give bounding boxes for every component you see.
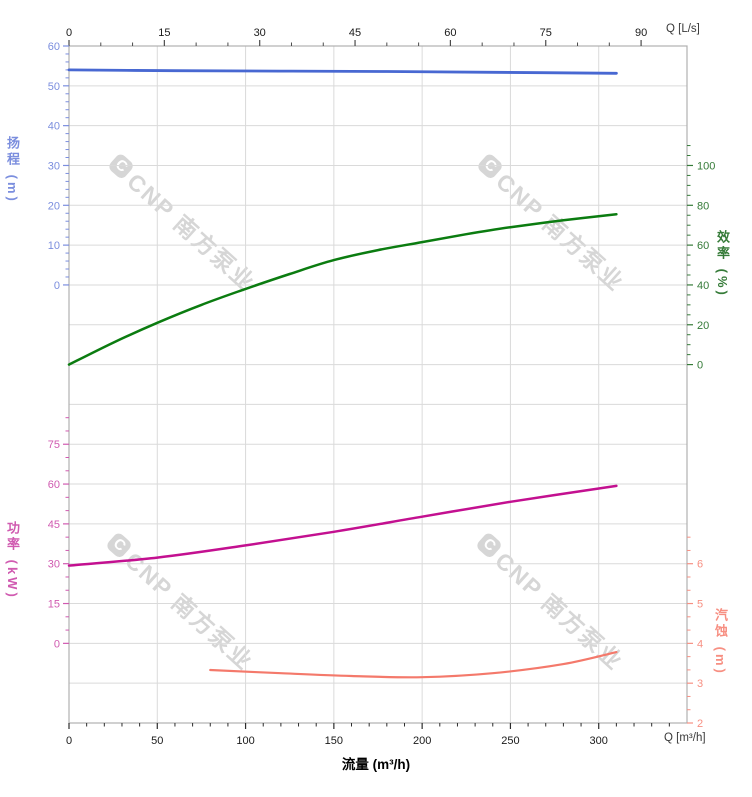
svg-text:2: 2 — [697, 718, 703, 730]
svg-text:75: 75 — [48, 439, 60, 451]
head-axis-title: 扬程 (m) — [5, 136, 20, 204]
efficiency-axis-title: 效率 (%) — [715, 230, 730, 298]
svg-text:30: 30 — [48, 559, 60, 571]
svg-text:300: 300 — [590, 735, 608, 747]
svg-text:15: 15 — [158, 27, 170, 39]
top-axis: 0 15 30 45 60 75 90 — [66, 27, 647, 46]
svg-text:90: 90 — [635, 27, 647, 39]
svg-text:250: 250 — [501, 735, 519, 747]
gridlines — [68, 45, 688, 724]
power-axis: 0 15 30 45 60 75 — [48, 417, 69, 650]
svg-text:0: 0 — [66, 27, 72, 39]
svg-text:60: 60 — [444, 27, 456, 39]
svg-text:100: 100 — [697, 160, 715, 172]
npsh-axis-title: 汽蚀 (m) — [713, 608, 728, 676]
svg-text:30: 30 — [254, 27, 266, 39]
curve-power — [67, 484, 618, 567]
svg-text:3: 3 — [697, 678, 703, 690]
svg-text:60: 60 — [697, 240, 709, 252]
svg-text:200: 200 — [413, 735, 431, 747]
svg-text:75: 75 — [540, 27, 552, 39]
svg-text:50: 50 — [48, 81, 60, 93]
power-axis-title: 功率 (kW) — [5, 521, 20, 600]
svg-text:6: 6 — [697, 559, 703, 571]
svg-text:100: 100 — [236, 735, 254, 747]
bottom-axis-unit-label: Q [m³/h] — [664, 732, 706, 744]
efficiency-axis: 0 20 40 60 80 100 — [687, 145, 715, 372]
svg-text:60: 60 — [48, 479, 60, 491]
svg-text:45: 45 — [349, 27, 361, 39]
top-axis-unit-label: Q [L/s] — [666, 23, 700, 35]
svg-text:45: 45 — [48, 519, 60, 531]
head-axis: 0 10 20 30 40 50 60 — [48, 41, 69, 292]
svg-text:60: 60 — [48, 41, 60, 53]
svg-text:0: 0 — [54, 280, 60, 292]
curve-npsh — [209, 651, 618, 679]
curve-efficiency — [67, 213, 618, 366]
svg-text:20: 20 — [48, 200, 60, 212]
npsh-axis: 2 3 4 5 6 — [687, 536, 703, 730]
svg-text:10: 10 — [48, 240, 60, 252]
svg-text:15: 15 — [48, 599, 60, 611]
flow-axis-title: 流量 (m³/h) — [341, 757, 411, 772]
bottom-axis: 0 50 100 150 200 250 300 — [66, 723, 670, 747]
svg-text:0: 0 — [54, 638, 60, 650]
svg-text:40: 40 — [48, 121, 60, 133]
svg-text:0: 0 — [66, 735, 72, 747]
svg-text:150: 150 — [325, 735, 343, 747]
svg-text:4: 4 — [697, 638, 703, 650]
svg-text:40: 40 — [697, 280, 709, 292]
svg-text:80: 80 — [697, 200, 709, 212]
svg-text:20: 20 — [697, 320, 709, 332]
svg-text:30: 30 — [48, 160, 60, 172]
curve-head — [67, 68, 618, 75]
svg-text:50: 50 — [151, 735, 163, 747]
svg-text:0: 0 — [697, 360, 703, 372]
svg-text:5: 5 — [697, 599, 703, 611]
